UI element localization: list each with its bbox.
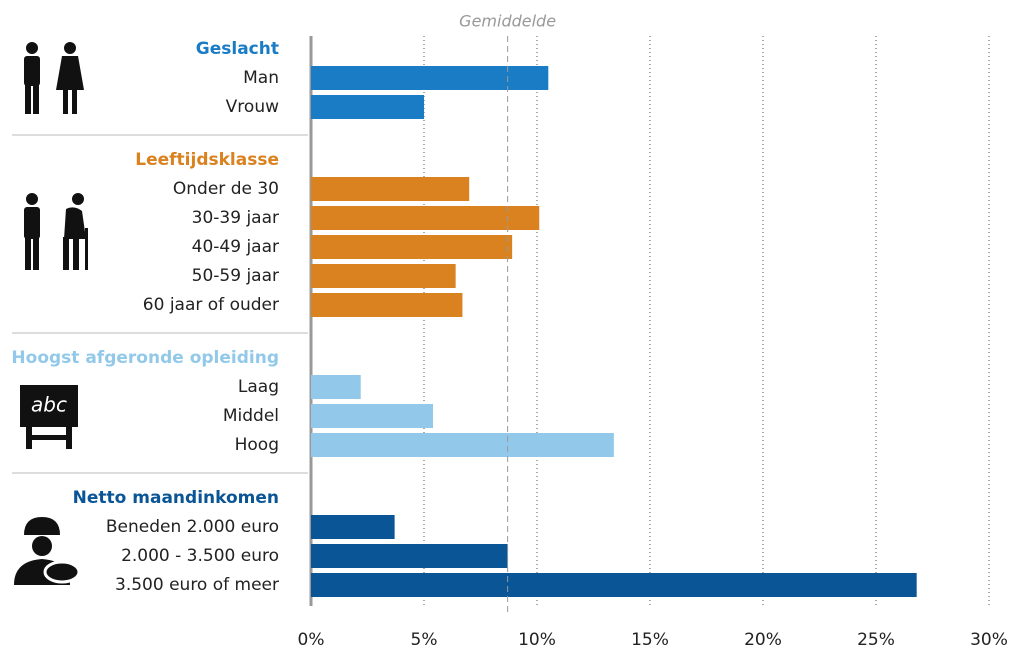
category-label: Vrouw — [226, 97, 279, 117]
bar — [311, 95, 424, 119]
x-tick-label: 15% — [631, 630, 669, 650]
bar — [311, 375, 361, 399]
category-label: 40-49 jaar — [192, 237, 279, 257]
category-label: Hoog — [235, 435, 279, 455]
bar — [311, 293, 463, 317]
category-label: 3.500 euro of meer — [115, 575, 279, 595]
x-tick-label: 0% — [298, 630, 325, 650]
reference-label: Gemiddelde — [459, 12, 556, 31]
category-label: 50-59 jaar — [192, 266, 279, 286]
category-label: Onder de 30 — [173, 179, 279, 199]
group-header: Hoogst afgeronde opleiding — [11, 348, 279, 368]
icon-age — [24, 193, 88, 270]
icon-education: abc — [20, 385, 78, 449]
bar — [311, 433, 614, 457]
category-label: Middel — [223, 406, 279, 426]
bar — [311, 515, 395, 539]
x-tick-label: 20% — [744, 630, 782, 650]
category-label: Laag — [238, 377, 279, 397]
bar — [311, 206, 540, 230]
bar — [311, 573, 917, 597]
icon-gender — [24, 42, 84, 114]
x-tick-label: 10% — [518, 630, 556, 650]
bar — [311, 264, 456, 288]
x-tick-label: 30% — [970, 630, 1008, 650]
category-label: Man — [243, 68, 279, 88]
category-label: 60 jaar of ouder — [143, 295, 279, 315]
bar — [311, 66, 549, 90]
category-label: 2.000 - 3.500 euro — [121, 546, 279, 566]
bar — [311, 404, 434, 428]
bar — [311, 177, 470, 201]
category-label: Beneden 2.000 euro — [106, 517, 279, 537]
bar — [311, 544, 508, 568]
x-tick-label: 25% — [857, 630, 895, 650]
group-header: Geslacht — [196, 39, 279, 59]
category-label: 30-39 jaar — [192, 208, 279, 228]
icon-income — [14, 517, 81, 585]
group-header: Netto maandinkomen — [73, 488, 279, 508]
svg-text:abc: abc — [31, 393, 67, 417]
group-header: Leeftijdsklasse — [135, 150, 279, 170]
bar — [311, 235, 513, 259]
x-tick-label: 5% — [411, 630, 438, 650]
